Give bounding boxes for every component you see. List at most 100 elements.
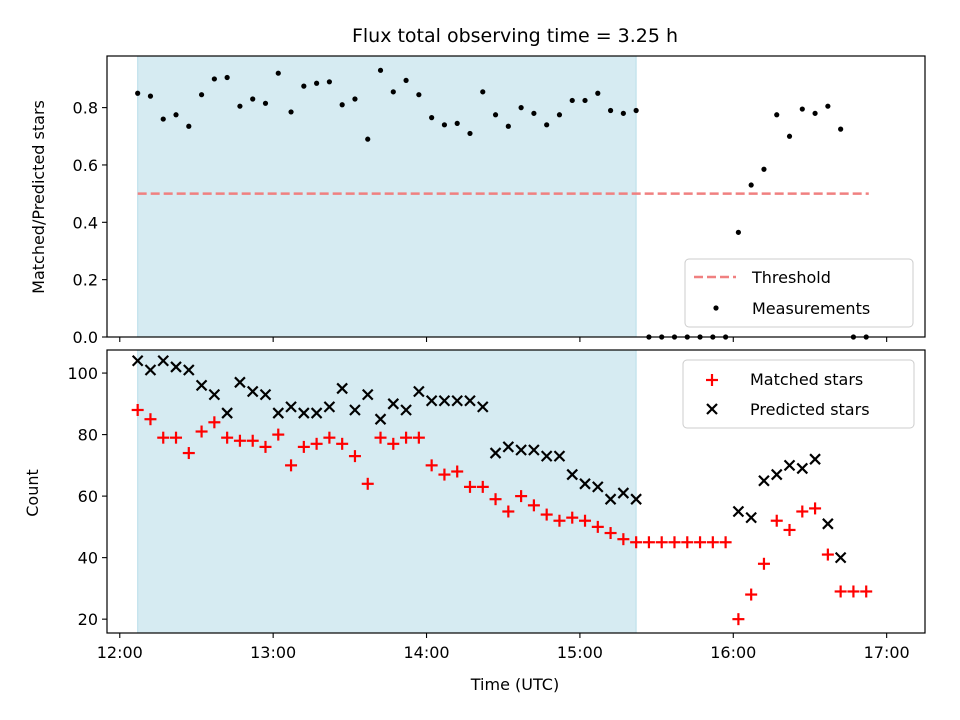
matched-star-point bbox=[233, 434, 246, 447]
measurement-point bbox=[301, 83, 307, 89]
legend-matched-swatch bbox=[706, 374, 718, 386]
measurement-point bbox=[441, 122, 448, 128]
matched-star-point bbox=[553, 514, 566, 527]
measurement-point bbox=[275, 70, 281, 76]
predicted-star-point bbox=[157, 354, 170, 367]
bottom-shaded-span bbox=[137, 349, 637, 634]
predicted-star-point bbox=[796, 462, 809, 475]
predicted-star-point bbox=[758, 474, 770, 487]
bottom-legend: Matched stars Predicted stars bbox=[682, 359, 915, 429]
predicted-star-point bbox=[298, 407, 310, 419]
matched-star-point bbox=[655, 536, 668, 549]
legend-matched-label: Matched stars bbox=[750, 370, 863, 389]
measurement-point bbox=[314, 80, 320, 86]
measurement-point bbox=[825, 103, 831, 109]
matched-star-point bbox=[591, 520, 604, 533]
bottom-y-axis-label: Count bbox=[23, 469, 42, 517]
legend-predicted-label: Predicted stars bbox=[750, 400, 870, 419]
matched-star-point bbox=[706, 536, 719, 549]
measurement-point bbox=[761, 166, 767, 172]
measurement-point bbox=[173, 112, 179, 118]
bottom-y-tick-label: 20 bbox=[78, 610, 98, 629]
matched-star-point bbox=[579, 514, 592, 527]
predicted-star-point bbox=[131, 354, 144, 367]
matched-star-point bbox=[259, 440, 272, 453]
predicted-star-point bbox=[425, 394, 438, 407]
measurement-point bbox=[595, 90, 601, 96]
matched-star-point bbox=[630, 536, 643, 549]
measurement-point bbox=[352, 96, 358, 102]
matched-star-point bbox=[131, 403, 144, 416]
matched-star-point bbox=[694, 536, 707, 549]
matched-star-point bbox=[489, 493, 502, 506]
matched-stars-series bbox=[131, 403, 873, 626]
matched-star-point bbox=[783, 523, 796, 536]
matched-star-point bbox=[387, 437, 400, 450]
measurement-point bbox=[467, 130, 473, 137]
matched-star-point bbox=[157, 431, 170, 444]
predicted-star-point bbox=[234, 376, 246, 389]
x-tick-label: 12:00 bbox=[97, 643, 143, 662]
top-y-tick-label: 0.8 bbox=[73, 99, 98, 118]
predicted-star-point bbox=[809, 453, 821, 465]
chart-title: Flux total observing time = 3.25 h bbox=[352, 25, 678, 47]
top-legend-box bbox=[684, 258, 914, 328]
measurement-point bbox=[774, 112, 780, 118]
x-axis-label: Time (UTC) bbox=[470, 675, 559, 694]
bottom-panel: 20 40 60 80 100 12:00 13:00 14:00 15:00 16:00 17:… bbox=[23, 349, 926, 694]
top-y-tick-label: 0.4 bbox=[73, 213, 98, 232]
matched-star-point bbox=[463, 480, 476, 493]
legend-predicted-swatch bbox=[706, 403, 718, 415]
predicted-star-point bbox=[502, 441, 515, 453]
measurement-point bbox=[198, 92, 205, 98]
top-panel: 0.00.20.40.60.8 Matched/Predicted stars … bbox=[29, 55, 926, 347]
measurement-point bbox=[786, 133, 793, 139]
top-y-axis-label: Matched/Predicted stars bbox=[29, 100, 48, 294]
measurement-point bbox=[492, 112, 499, 118]
measurement-point bbox=[224, 74, 230, 81]
bottom-y-tick-label: 40 bbox=[78, 549, 98, 568]
predicted-star-point bbox=[323, 401, 336, 413]
matched-star-point bbox=[681, 536, 694, 549]
predicted-star-point bbox=[183, 364, 195, 376]
matched-star-point bbox=[476, 480, 489, 493]
predicted-star-point bbox=[208, 388, 221, 401]
top-y-axis: 0.0 0.2 0.4 0.6 0.8 bbox=[73, 99, 107, 347]
bottom-y-tick-label: 60 bbox=[78, 487, 98, 506]
predicted-star-point bbox=[515, 444, 527, 456]
measurement-point bbox=[454, 120, 460, 126]
bottom-y-axis: 20 40 60 80 100 bbox=[67, 364, 107, 629]
matched-star-point bbox=[809, 502, 822, 515]
measurement-point bbox=[607, 107, 614, 114]
predicted-star-point bbox=[387, 398, 400, 410]
matched-star-point bbox=[719, 536, 732, 549]
top-y-tick-label: 0.6 bbox=[73, 156, 98, 175]
measurement-point bbox=[416, 92, 422, 98]
measurement-point bbox=[544, 122, 550, 128]
predicted-star-point bbox=[195, 379, 208, 392]
matched-star-point bbox=[451, 465, 464, 478]
measurement-point bbox=[556, 112, 563, 118]
predicted-star-point bbox=[783, 459, 796, 472]
predicted-star-point bbox=[604, 493, 617, 505]
predicted-star-point bbox=[221, 407, 233, 419]
matched-star-point bbox=[374, 431, 387, 444]
predicted-star-point bbox=[822, 518, 834, 530]
matched-star-point bbox=[604, 527, 617, 540]
matched-star-point bbox=[323, 431, 336, 444]
predicted-star-point bbox=[592, 481, 604, 493]
matched-star-point bbox=[540, 508, 553, 521]
predicted-star-point bbox=[540, 450, 553, 462]
measurement-point bbox=[186, 123, 192, 129]
measurement-point bbox=[480, 89, 486, 95]
x-tick-label: 17:00 bbox=[864, 643, 910, 662]
predicted-star-point bbox=[272, 407, 285, 419]
bottom-x-axis: 12:00 13:00 14:00 15:00 16:00 17:00 bbox=[97, 633, 910, 662]
measurement-point bbox=[237, 103, 243, 109]
x-tick-label: 15:00 bbox=[557, 643, 603, 662]
predicted-star-point bbox=[770, 468, 783, 481]
measurement-point bbox=[160, 116, 166, 122]
measurement-point bbox=[582, 97, 588, 104]
legend-measurements-swatch bbox=[713, 305, 719, 311]
predicted-stars-series bbox=[131, 354, 847, 564]
